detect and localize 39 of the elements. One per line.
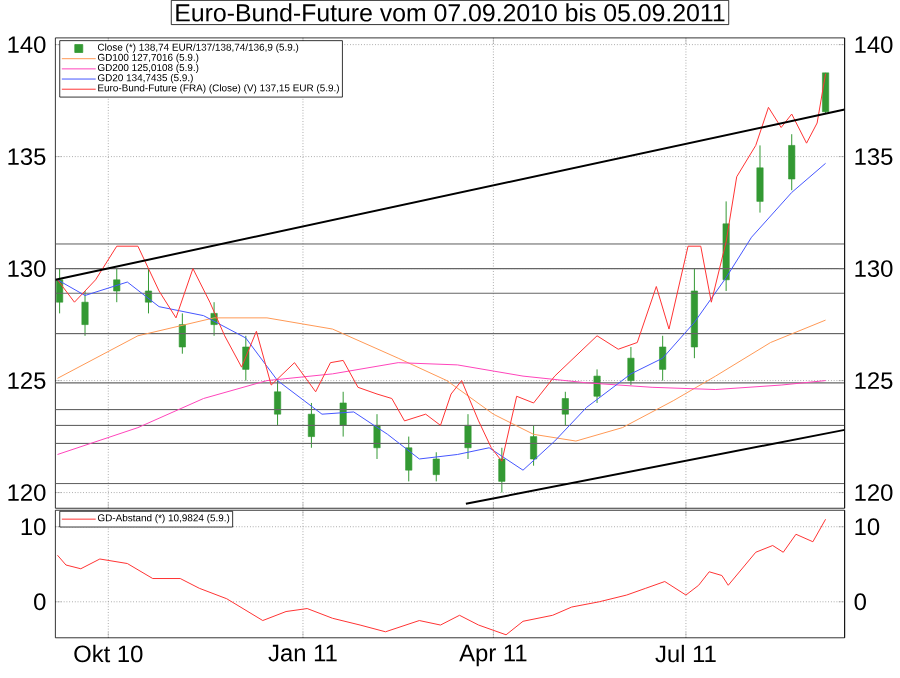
line-series <box>57 162 827 471</box>
y-tick-label: 140 <box>8 36 46 54</box>
candlestick <box>274 380 282 427</box>
candlestick <box>788 133 796 191</box>
candlestick <box>81 290 89 337</box>
x-tick-label: Jul 11 <box>655 644 716 663</box>
line-series <box>57 362 827 456</box>
x-tick-label: Jan 11 <box>268 644 337 662</box>
candlestick <box>432 451 440 483</box>
y2-tick-label: 125 <box>855 372 893 390</box>
candlestick <box>373 413 381 460</box>
candlestick <box>405 436 413 483</box>
candlestick <box>178 313 186 355</box>
y2-tick-label: 140 <box>855 36 893 54</box>
y-tick-label: 130 <box>8 260 46 278</box>
candlestick <box>659 335 667 382</box>
y-tick-label: 10 <box>21 518 46 536</box>
candlestick <box>593 369 601 404</box>
line-series <box>57 518 827 636</box>
candlestick <box>530 425 538 467</box>
candlestick <box>464 413 472 460</box>
candlestick <box>822 72 830 115</box>
candlestick <box>756 145 764 214</box>
y-tick-label: 135 <box>8 148 46 166</box>
y2-tick-label: 0 <box>854 593 866 611</box>
y-tick-label: 125 <box>8 372 46 390</box>
candlestick <box>627 346 635 386</box>
y2-tick-label: 10 <box>855 518 880 536</box>
y2-tick-label: 135 <box>855 148 893 166</box>
candlestick <box>307 402 315 449</box>
x-tick-label: Okt 10 <box>74 644 143 663</box>
y2-tick-label: 120 <box>855 484 893 502</box>
x-tick-label: Apr 11 <box>459 644 527 667</box>
y-tick-label: 0 <box>34 593 46 611</box>
y-tick-label: 120 <box>8 484 46 502</box>
chart-title: Euro-Bund-Future vom 07.09.2010 bis 05.09.2011 <box>176 3 725 22</box>
candlestick <box>561 391 569 427</box>
candlestick <box>498 447 506 494</box>
y2-tick-label: 130 <box>855 260 893 278</box>
